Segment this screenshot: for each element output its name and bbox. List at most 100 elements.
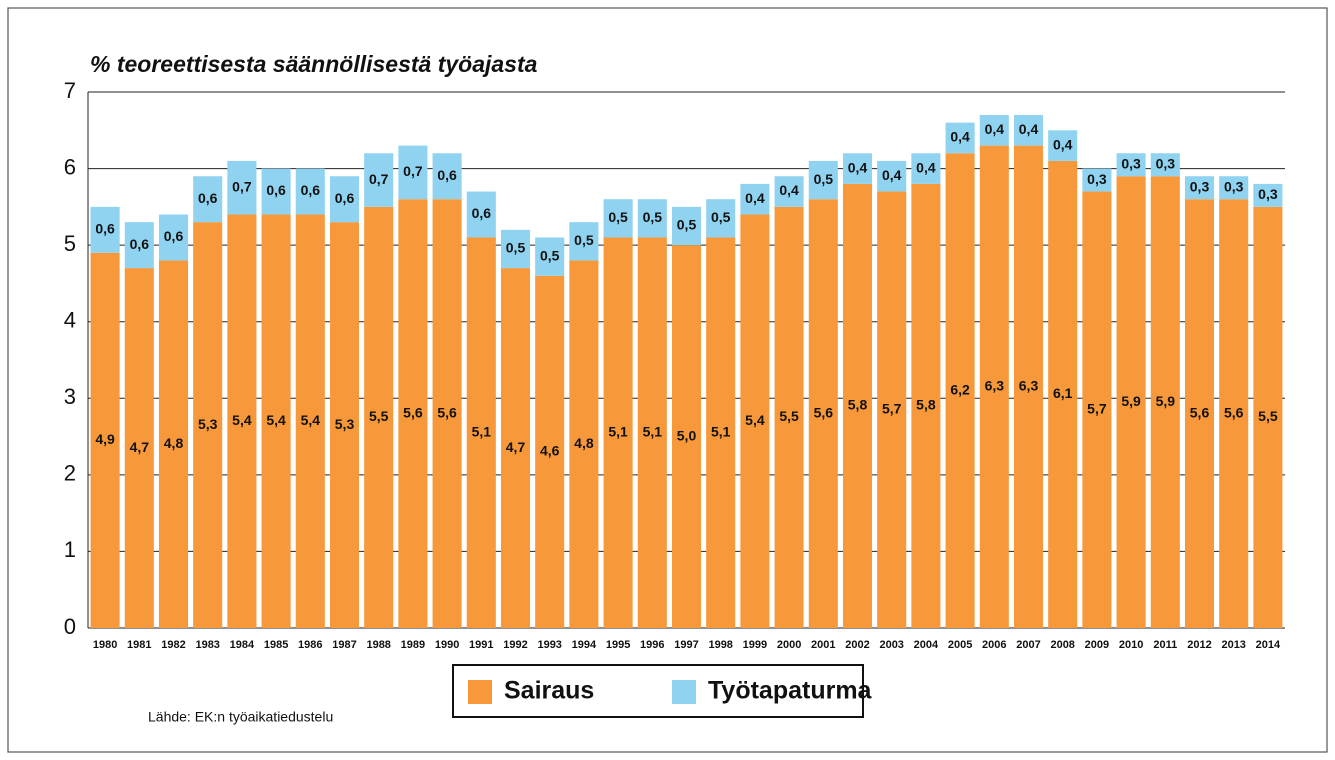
x-tick-label: 1993 <box>537 639 561 651</box>
x-tick-label: 1980 <box>93 639 117 651</box>
y-tick-label: 2 <box>64 461 76 486</box>
x-tick-label: 2008 <box>1050 639 1074 651</box>
value-label: 0,7 <box>369 171 389 187</box>
bar-segment <box>329 222 360 628</box>
bar-segment <box>466 237 496 628</box>
bar-segment <box>364 153 394 207</box>
value-label: 5,1 <box>608 423 628 439</box>
source: Lähde: EK:n työaikatiedustelu <box>148 709 333 725</box>
value-label: 5,4 <box>232 412 252 428</box>
value-label: 5,0 <box>677 427 697 443</box>
value-label: 5,6 <box>814 404 834 420</box>
legend-swatch <box>468 680 492 704</box>
bar-segment <box>432 199 462 628</box>
bar-segment <box>1150 176 1180 628</box>
value-label: 4,9 <box>95 431 115 447</box>
x-tick-label: 2010 <box>1119 639 1143 651</box>
value-label: 5,5 <box>369 408 389 424</box>
bar-segment <box>945 153 975 628</box>
bar-segment <box>842 183 873 628</box>
bar-segment <box>158 214 189 261</box>
bar-segment <box>295 214 325 628</box>
bar-segment <box>364 206 394 628</box>
value-label: 5,7 <box>1087 400 1107 416</box>
value-label: 0,7 <box>232 178 252 194</box>
bar-segment <box>500 229 531 269</box>
bar-segment <box>877 160 907 192</box>
value-label: 0,6 <box>95 221 115 237</box>
value-label: 4,6 <box>540 443 560 459</box>
bar-segment <box>398 199 428 628</box>
x-tick-label: 2006 <box>982 639 1006 651</box>
value-label: 5,1 <box>472 423 492 439</box>
x-tick-label: 1982 <box>161 639 185 651</box>
value-label: 0,3 <box>1190 178 1210 194</box>
value-label: 0,5 <box>540 247 560 263</box>
value-label: 5,6 <box>437 404 457 420</box>
value-label: 0,4 <box>985 121 1005 137</box>
value-label: 5,1 <box>711 423 731 439</box>
bar-segment <box>500 268 531 628</box>
value-label: 6,2 <box>950 381 970 397</box>
bar-segment <box>911 183 941 628</box>
value-label: 0,6 <box>164 228 184 244</box>
frame <box>7 7 1328 753</box>
value-label: 0,4 <box>950 129 970 145</box>
value-label: 0,4 <box>1019 121 1039 137</box>
value-label: 0,3 <box>1224 178 1244 194</box>
x-tick-label: 2012 <box>1187 639 1211 651</box>
value-label: 5,9 <box>1156 393 1176 409</box>
bar-segment <box>227 214 257 628</box>
x-tick-label: 1997 <box>674 639 698 651</box>
bar-segment <box>569 260 599 628</box>
value-label: 5,7 <box>882 400 902 416</box>
x-tick-label: 1984 <box>230 639 255 651</box>
value-label: 4,8 <box>574 435 594 451</box>
x-tick-label: 1991 <box>469 639 493 651</box>
value-label: 5,4 <box>266 412 286 428</box>
value-label: 5,8 <box>916 397 936 413</box>
bar-segment <box>1116 153 1146 177</box>
value-label: 0,5 <box>643 209 663 225</box>
value-label: 5,5 <box>779 408 799 424</box>
bar-segment <box>808 199 838 628</box>
x-tick-label: 2001 <box>811 639 835 651</box>
bar-segment <box>979 114 1009 146</box>
bar-segment <box>740 214 770 628</box>
x-tick-label: 2003 <box>879 639 903 651</box>
y-tick-label: 7 <box>64 78 76 103</box>
x-tick-label: 1998 <box>708 639 732 651</box>
bar-segment <box>945 122 975 154</box>
bar-segment <box>1219 176 1249 200</box>
value-label: 5,6 <box>1190 404 1210 420</box>
bar-segment <box>193 176 223 223</box>
value-label: 0,6 <box>301 182 321 198</box>
x-tick-label: 2002 <box>845 639 869 651</box>
bar-segment <box>842 153 873 184</box>
bar-segment <box>1048 160 1078 628</box>
bar-segment <box>1219 199 1249 628</box>
value-label: 0,5 <box>574 232 594 248</box>
value-label: 5,4 <box>745 412 765 428</box>
value-label: 0,6 <box>437 167 457 183</box>
bar-segment <box>911 153 941 184</box>
x-tick-label: 2011 <box>1153 639 1177 651</box>
x-tick-label: 1987 <box>332 639 356 651</box>
value-label: 5,3 <box>335 416 355 432</box>
value-label: 0,4 <box>779 182 799 198</box>
bar-segment <box>1184 199 1215 628</box>
value-label: 0,5 <box>506 240 526 256</box>
value-label: 0,5 <box>608 209 628 225</box>
value-label: 6,1 <box>1053 385 1073 401</box>
value-label: 0,3 <box>1121 155 1141 171</box>
bar-segment <box>90 206 120 253</box>
bar-segment <box>1116 176 1146 628</box>
value-label: 0,5 <box>677 217 697 233</box>
bar-segment <box>535 275 565 628</box>
bar-segment <box>671 206 702 246</box>
y-tick-label: 4 <box>64 308 76 333</box>
bar-segment <box>1013 114 1044 146</box>
value-label: 5,5 <box>1258 408 1278 424</box>
bar-segment <box>1253 206 1283 628</box>
